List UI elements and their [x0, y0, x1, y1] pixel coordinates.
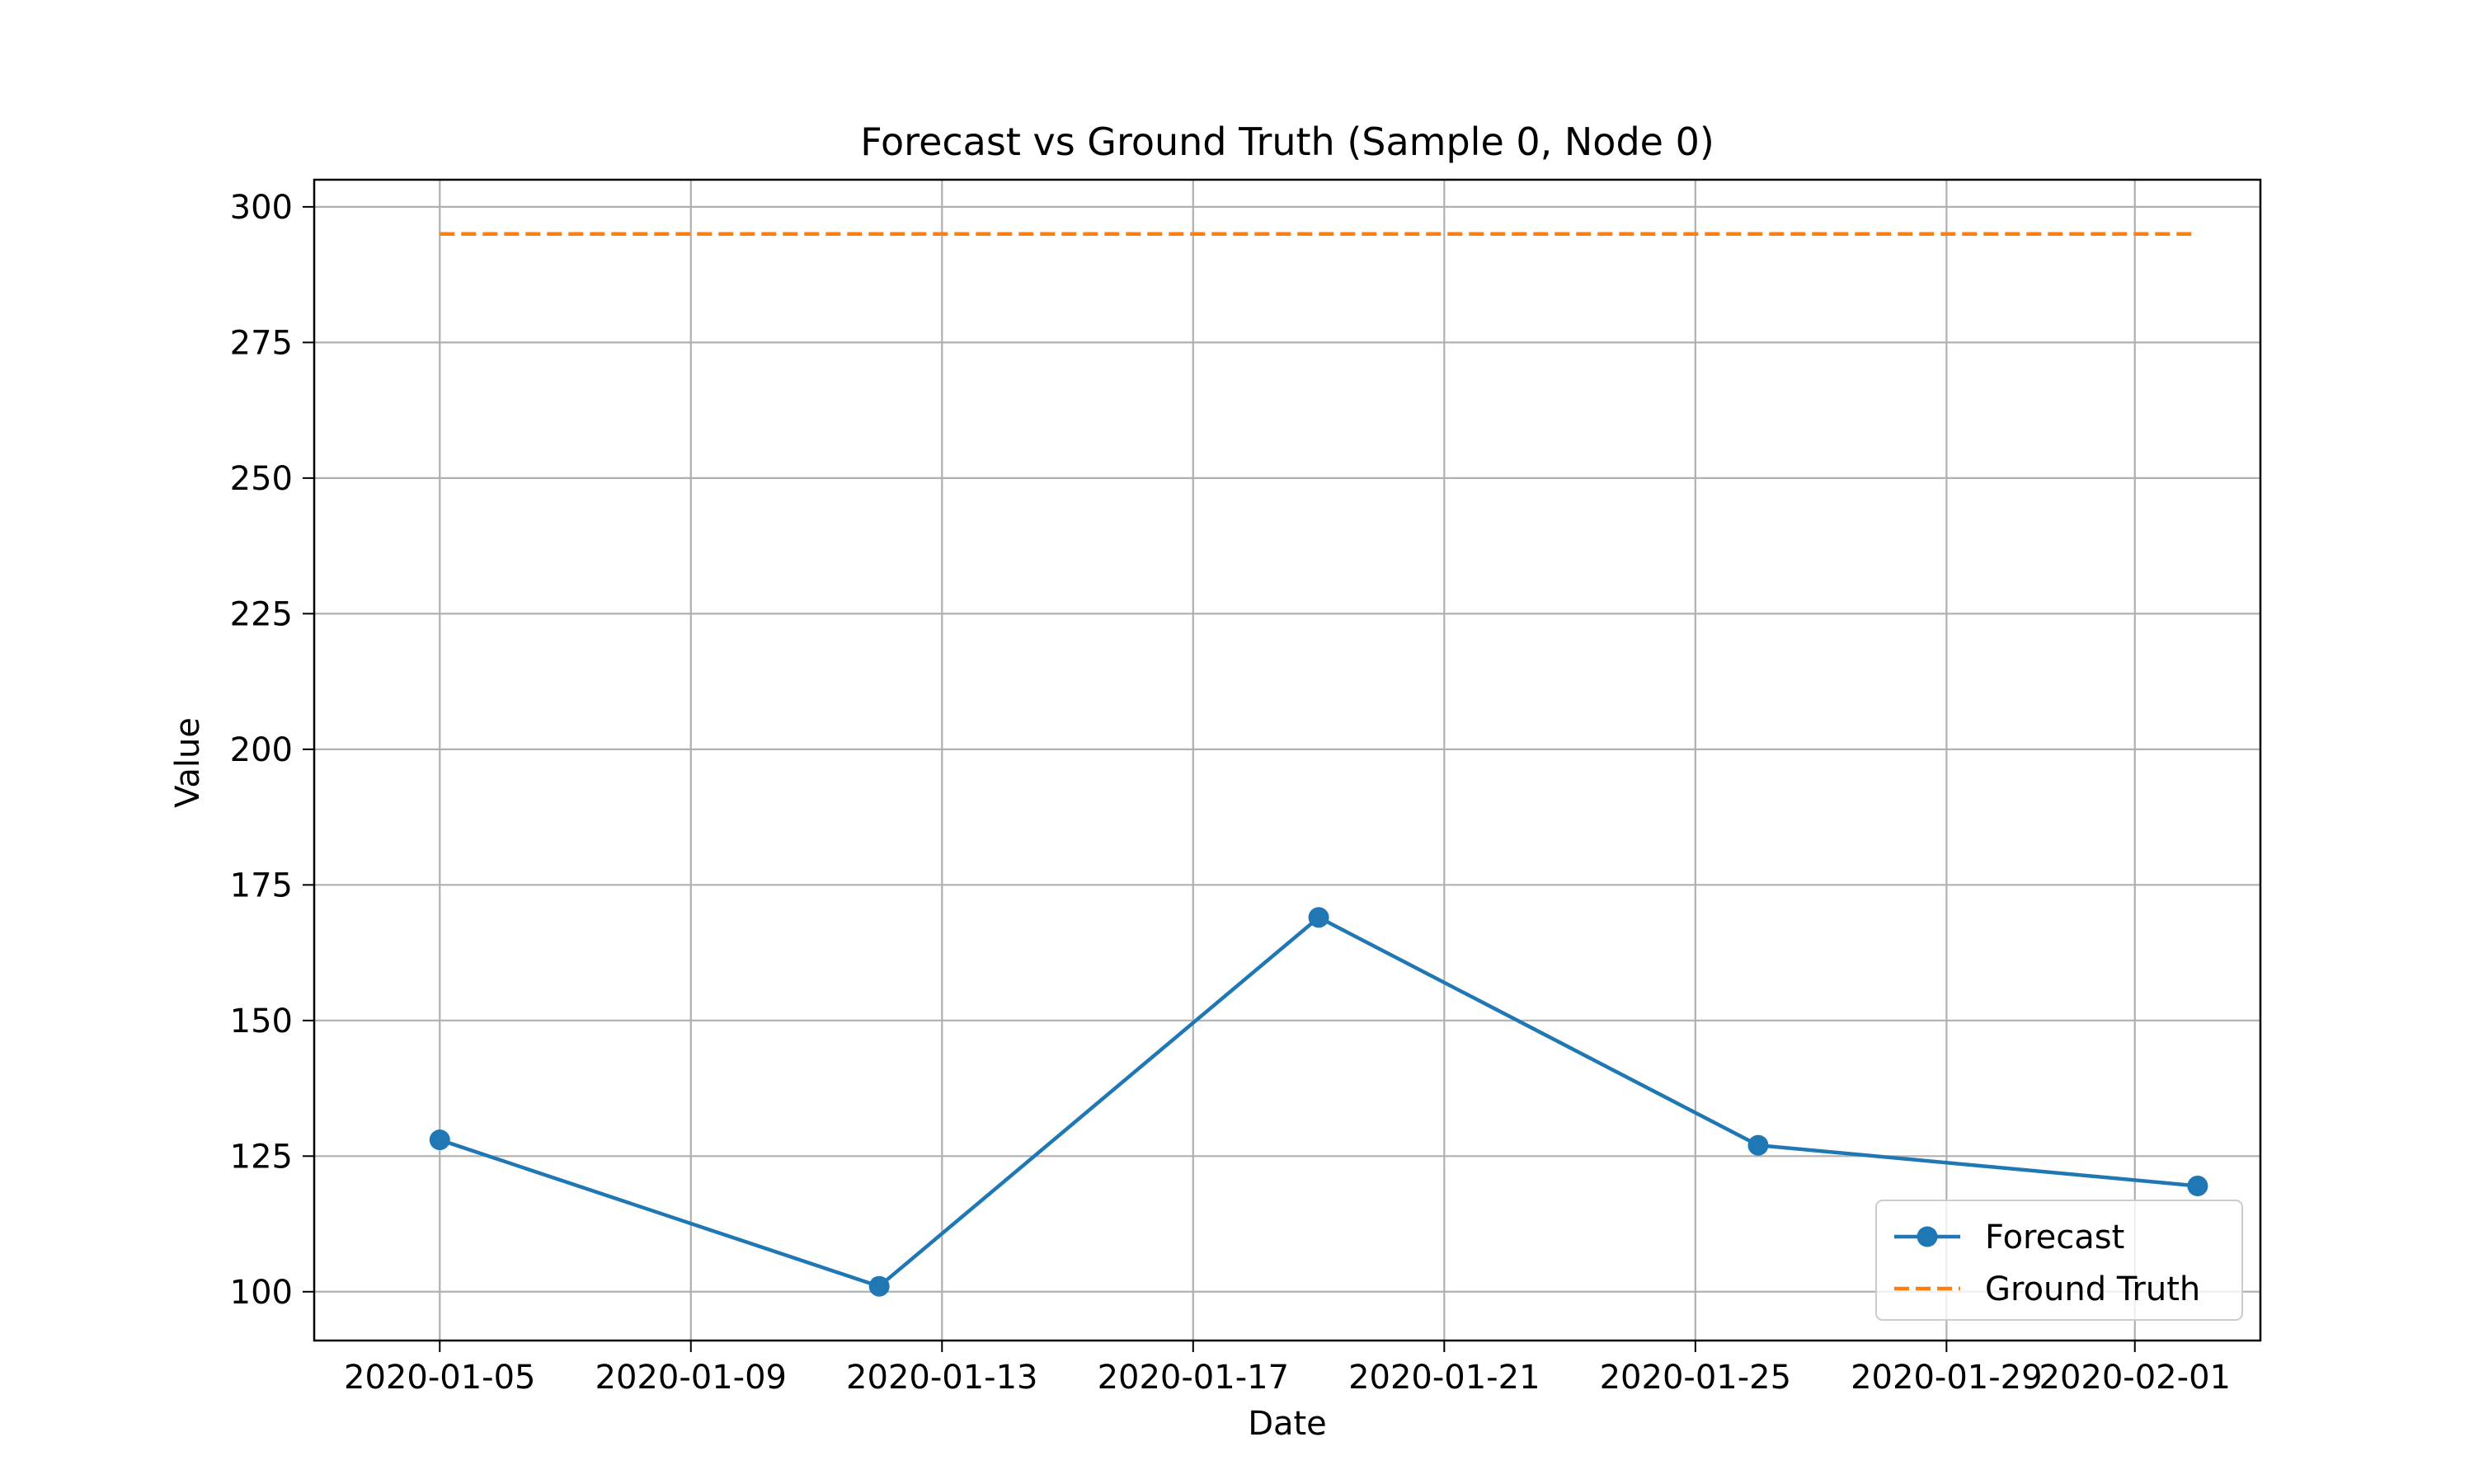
legend-label: Ground Truth [1985, 1270, 2200, 1308]
grid [314, 180, 2260, 1341]
y-tick-label: 300 [230, 189, 293, 227]
data-point [868, 1275, 890, 1297]
x-axis: 2020-01-05 2020-01-09 2020-01-13 2020-01-17… [344, 1341, 2231, 1397]
y-tick-label: 200 [230, 731, 293, 769]
chart-title: Forecast vs Ground Truth (Sample 0, Node… [860, 120, 1714, 164]
legend: Forecast Ground Truth [1875, 1200, 2243, 1321]
y-axis-label: Value [169, 717, 207, 808]
series-forecast [429, 907, 2208, 1297]
legend-box [1875, 1200, 2243, 1321]
y-tick-label: 175 [230, 866, 293, 904]
plot-frame [313, 178, 2262, 1342]
series-layer [429, 232, 2208, 1297]
x-tick-label: 2020-01-13 [846, 1359, 1037, 1397]
y-tick-label: 250 [230, 460, 293, 498]
data-point [2187, 1175, 2208, 1196]
data-point [1308, 907, 1329, 928]
data-point [429, 1129, 450, 1151]
data-point [1747, 1134, 1769, 1156]
x-tick-label: 2020-01-21 [1348, 1359, 1540, 1397]
x-tick-label: 2020-01-29 [1851, 1359, 2042, 1397]
legend-marker [1917, 1226, 1938, 1247]
y-tick-label: 125 [230, 1138, 293, 1176]
x-tick-label: 2020-01-09 [595, 1359, 787, 1397]
y-tick-label: 275 [230, 324, 293, 362]
x-tick-label: 2020-02-01 [2039, 1359, 2231, 1397]
y-tick-label: 150 [230, 1003, 293, 1040]
x-tick-label: 2020-01-17 [1098, 1359, 1289, 1397]
y-tick-label: 100 [230, 1274, 293, 1312]
x-tick-label: 2020-01-25 [1600, 1359, 1791, 1397]
y-tick-label: 225 [230, 595, 293, 633]
x-axis-label: Date [1248, 1405, 1327, 1443]
legend-label: Forecast [1985, 1219, 2124, 1256]
y-axis: 100 125 150 175 200 225 250 275 300 [230, 189, 314, 1312]
x-tick-label: 2020-01-05 [344, 1359, 535, 1397]
